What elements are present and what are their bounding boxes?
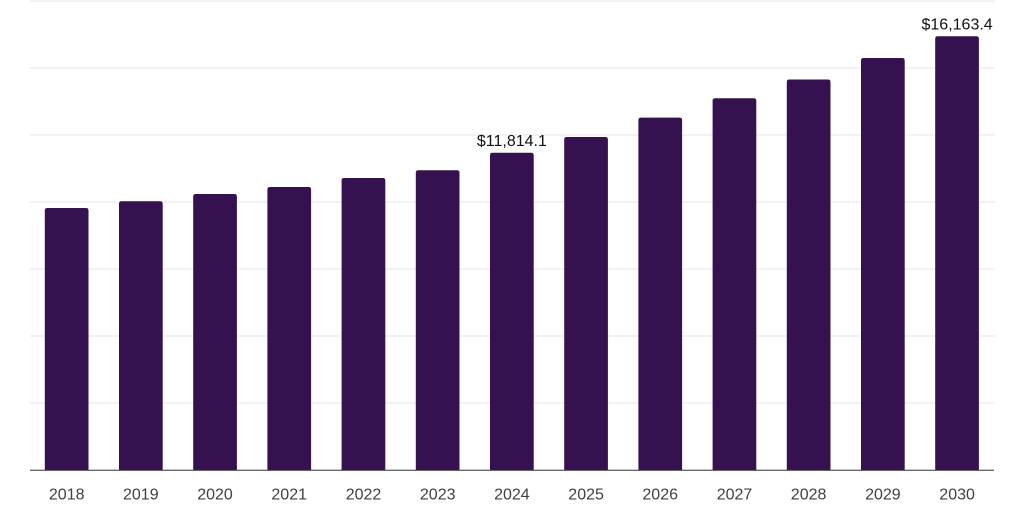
svg-text:2030: 2030 bbox=[939, 487, 975, 504]
svg-text:2020: 2020 bbox=[197, 487, 233, 504]
svg-text:2019: 2019 bbox=[123, 487, 159, 504]
svg-text:2028: 2028 bbox=[791, 487, 827, 504]
svg-text:2023: 2023 bbox=[420, 487, 456, 504]
svg-text:2018: 2018 bbox=[49, 487, 85, 504]
svg-text:2029: 2029 bbox=[865, 487, 901, 504]
svg-text:2026: 2026 bbox=[642, 487, 678, 504]
svg-text:2021: 2021 bbox=[271, 487, 307, 504]
svg-text:2024: 2024 bbox=[494, 487, 530, 504]
svg-text:2025: 2025 bbox=[568, 487, 604, 504]
svg-text:$11,814.1: $11,814.1 bbox=[477, 133, 547, 150]
svg-text:2027: 2027 bbox=[717, 487, 753, 504]
svg-text:2022: 2022 bbox=[346, 487, 382, 504]
svg-text:$16,163.4: $16,163.4 bbox=[922, 16, 993, 33]
